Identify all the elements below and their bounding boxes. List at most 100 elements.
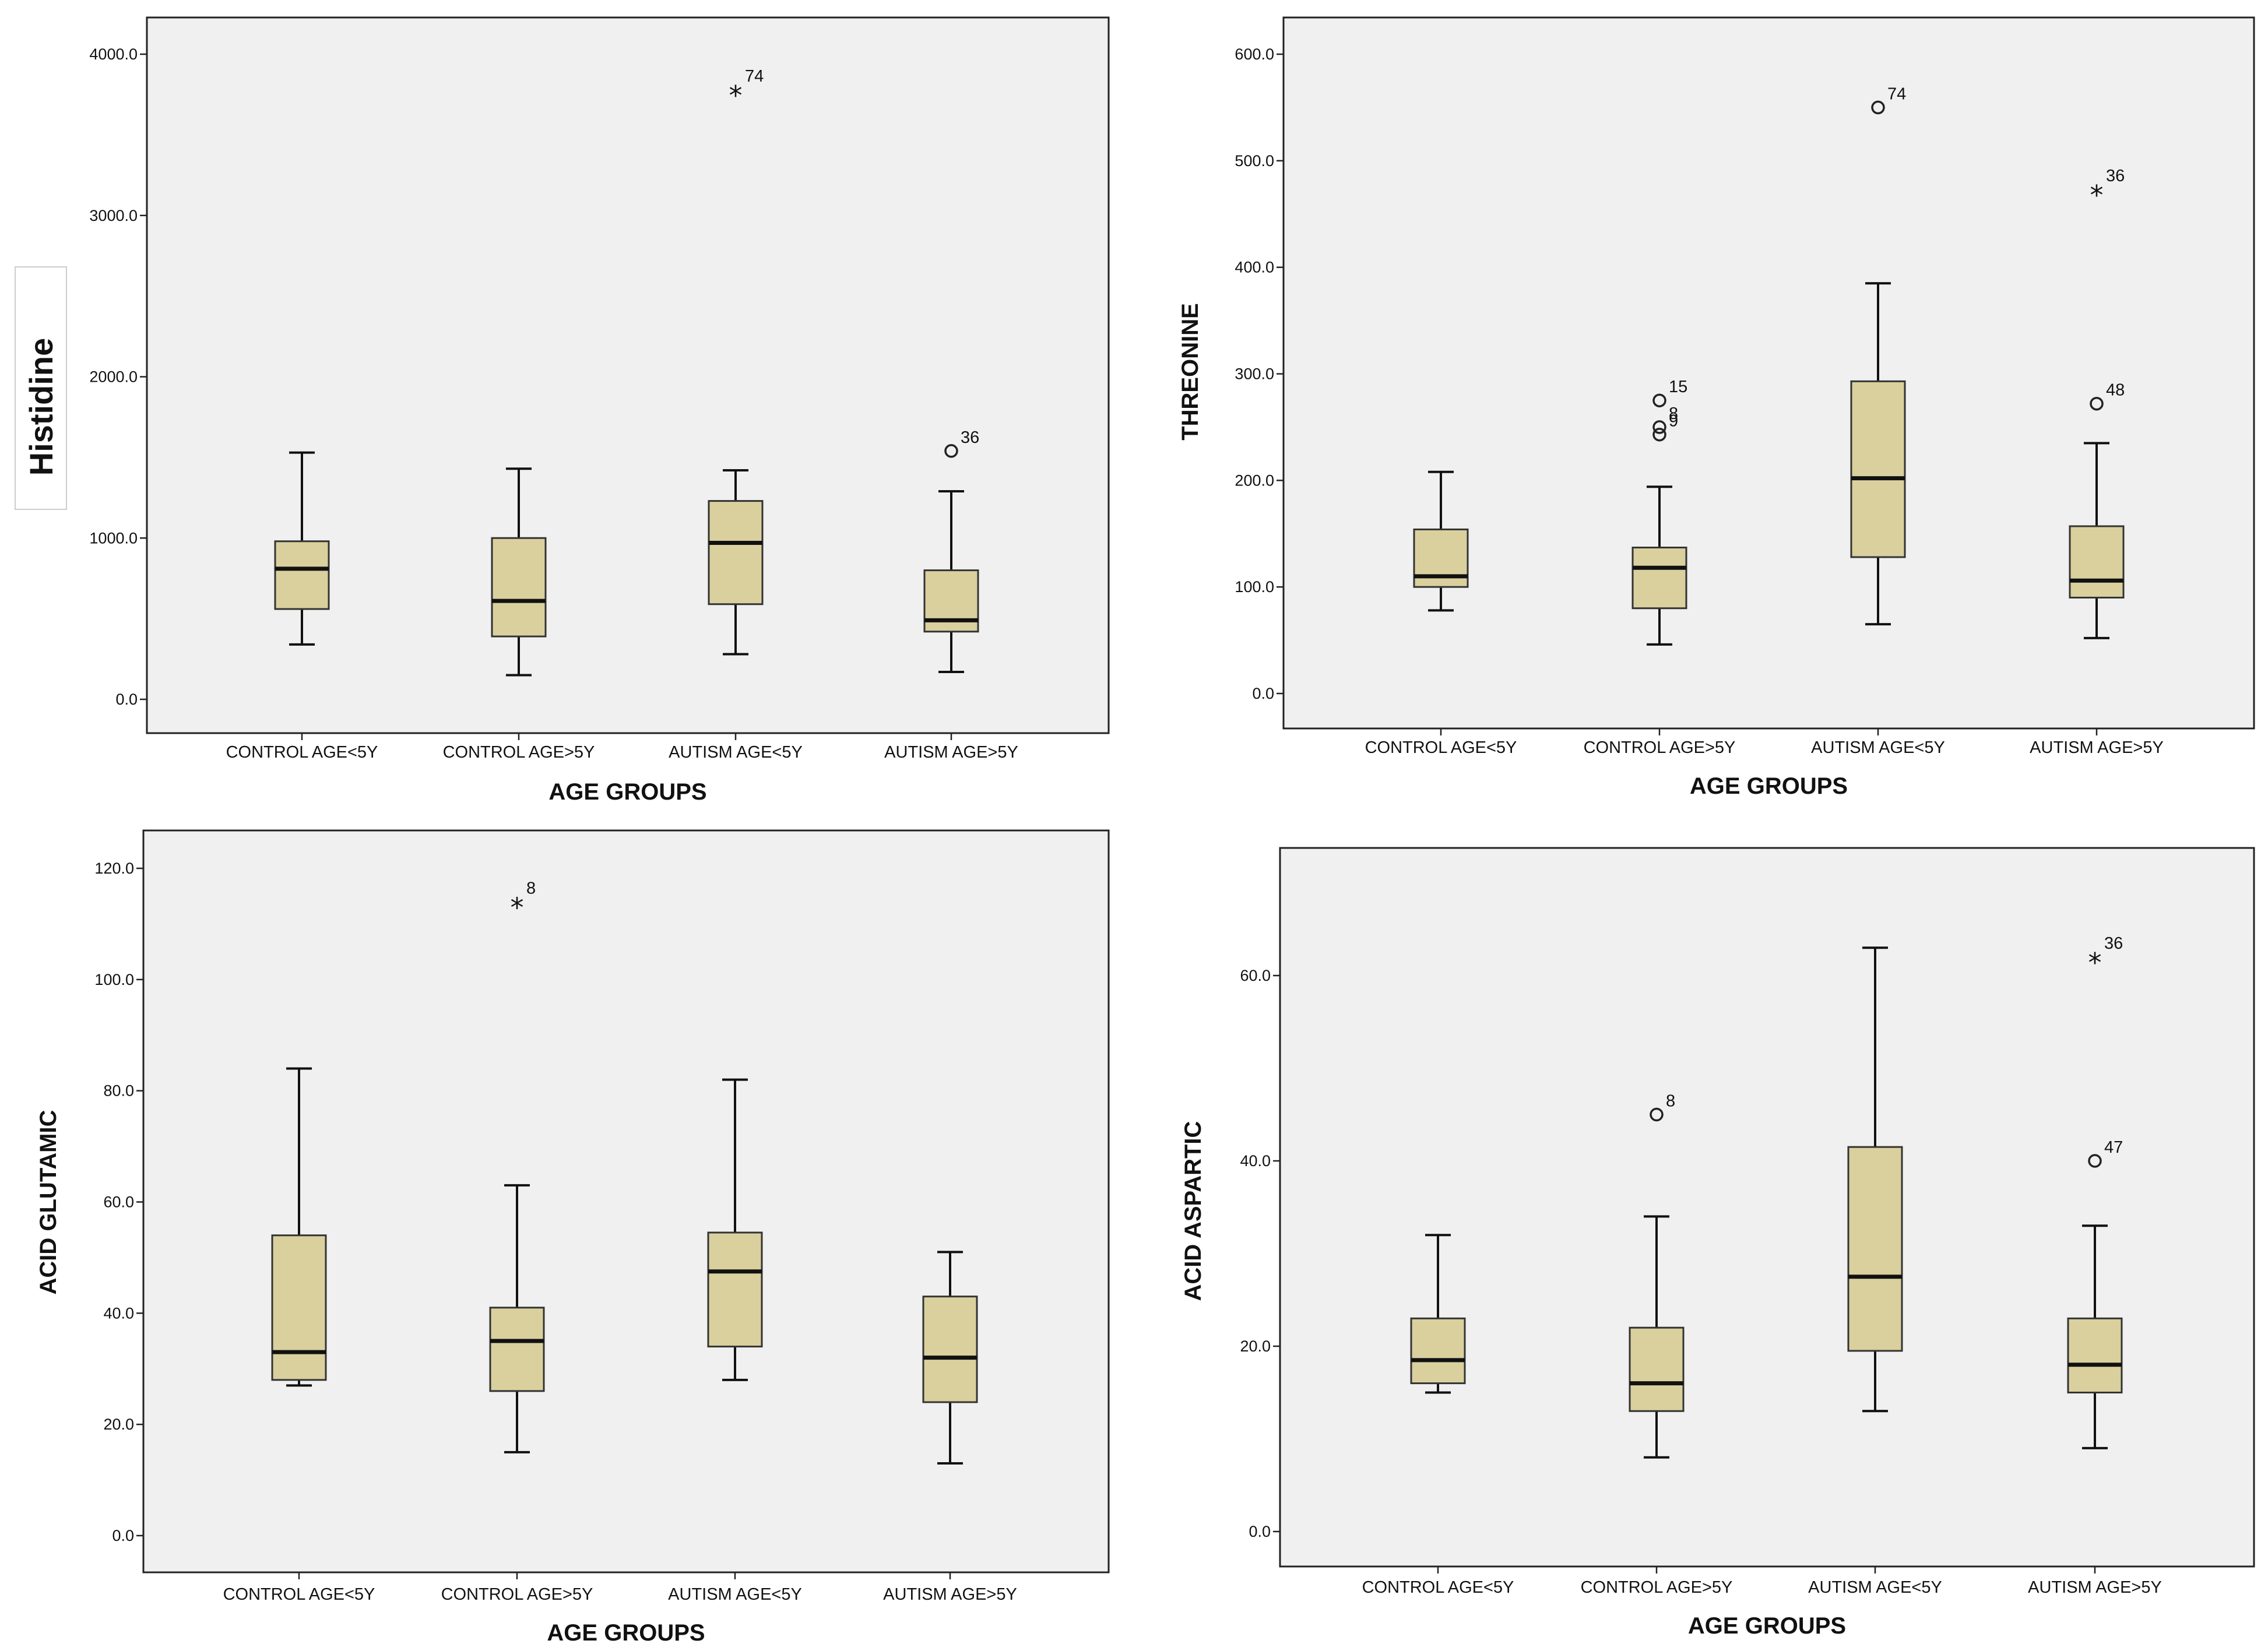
box-group (491, 467, 547, 677)
plot-area (1279, 847, 2255, 1568)
outlier-circle (1652, 393, 1666, 407)
x-axis-title: AGE GROUPS (548, 779, 706, 805)
box-group (271, 1067, 327, 1387)
x-category-label: CONTROL AGE<5Y (223, 1585, 375, 1604)
box-group (1410, 1234, 1466, 1394)
outlier-circle (1652, 420, 1666, 434)
iqr-box (271, 1234, 327, 1381)
x-category-label: CONTROL AGE<5Y (226, 743, 378, 762)
y-tick-label: 4000.0 (89, 45, 138, 63)
y-tick-label: 500.0 (1235, 152, 1274, 170)
chart-panel-2: 0.0 100.0 200.0 300.0 400.0 500.0 600.0 CONTROL… (1177, 16, 2255, 799)
y-tick-label: 0.0 (1249, 1523, 1271, 1540)
x-category-label: AUTISM AGE>5Y (2028, 1578, 2162, 1597)
iqr-box (2067, 1317, 2123, 1394)
x-category-label: AUTISM AGE<5Y (1808, 1578, 1942, 1597)
y-axis-title: Histidine (23, 338, 59, 476)
y-tick-label: 80.0 (103, 1082, 134, 1100)
y-tick-label: 100.0 (1235, 578, 1274, 596)
outlier-circle (1871, 100, 1885, 115)
chart-panel-1: 0.0 1000.0 2000.0 3000.0 4000.0 CONTROL AGE<5… (15, 16, 1110, 805)
y-tick-label: 200.0 (1235, 471, 1274, 489)
box-group (1847, 946, 1903, 1413)
y-tick-label: 40.0 (103, 1304, 134, 1322)
y-axis-title-box (15, 266, 67, 510)
outlier-label: 9 (1669, 412, 1678, 431)
iqr-box (707, 1231, 763, 1348)
box-group (274, 451, 330, 646)
x-axis-title: AGE GROUPS (547, 1620, 705, 1646)
y-tick-label: 0.0 (112, 1527, 134, 1544)
outlier-label: 8 (1666, 1092, 1675, 1111)
outlier-label: 74 (1887, 85, 1906, 103)
extreme-outlier-star: * (2088, 947, 2102, 978)
iqr-box (489, 1307, 545, 1392)
y-axis-title: ACID ASPARTIC (1180, 1121, 1206, 1301)
x-category-label: CONTROL AGE>5Y (443, 743, 595, 762)
outlier-label: 74 (745, 67, 764, 86)
iqr-box (1847, 1146, 1903, 1352)
iqr-box (923, 569, 979, 633)
x-category-label: CONTROL AGE>5Y (441, 1585, 593, 1604)
outlier-circle (944, 444, 958, 458)
y-tick-label: 0.0 (115, 691, 138, 708)
outlier-label: 48 (2106, 381, 2125, 400)
box-group (1629, 1215, 1685, 1459)
y-tick-label: 40.0 (1240, 1152, 1271, 1170)
x-category-label: AUTISM AGE>5Y (883, 1585, 1017, 1604)
y-tick-label: 120.0 (94, 860, 134, 877)
x-category-label: AUTISM AGE<5Y (668, 1585, 802, 1604)
x-category-label: CONTROL AGE>5Y (1584, 738, 1736, 757)
y-tick-label: 300.0 (1235, 365, 1274, 383)
extreme-outlier-star: * (729, 80, 743, 111)
box-group (1850, 282, 1906, 626)
box-group (1631, 485, 1687, 646)
iqr-box (1631, 547, 1687, 610)
y-tick-label: 400.0 (1235, 259, 1274, 276)
outlier-label: 8 (1669, 404, 1678, 423)
y-tick-label: 60.0 (103, 1194, 134, 1211)
y-tick-label: 1000.0 (89, 529, 138, 547)
x-category-label: CONTROL AGE<5Y (1362, 1578, 1514, 1597)
chart-panel-4: 0.0 20.0 40.0 60.0 CONTROL AGE<5Y CONTROL AGE… (1180, 847, 2255, 1639)
outlier-circle (1652, 427, 1666, 442)
outlier-circle (2088, 1154, 2102, 1168)
iqr-box (1850, 380, 1906, 558)
box-group (708, 469, 764, 656)
plot-area (142, 829, 1110, 1573)
y-tick-label: 20.0 (1240, 1337, 1271, 1355)
x-category-label: CONTROL AGE>5Y (1581, 1578, 1733, 1597)
y-tick-label: 0.0 (1252, 685, 1274, 702)
y-tick-label: 3000.0 (89, 207, 138, 224)
iqr-box (2069, 525, 2125, 599)
box-group (923, 490, 979, 673)
y-axis-title: ACID GLUTAMIC (36, 1110, 61, 1295)
box-group (707, 1078, 763, 1381)
box-group (2067, 1224, 2123, 1449)
outlier-label: 36 (961, 428, 979, 447)
plot-area (1282, 16, 2255, 730)
x-category-label: AUTISM AGE<5Y (1811, 738, 1945, 757)
x-axis-title: AGE GROUPS (1688, 1613, 1846, 1639)
box-group (2069, 442, 2125, 639)
outlier-label: 36 (2104, 934, 2123, 953)
y-tick-label: 20.0 (103, 1416, 134, 1433)
iqr-box (1410, 1317, 1466, 1385)
x-category-label: CONTROL AGE<5Y (1365, 738, 1517, 757)
chart-panel-3: 0.0 20.0 40.0 60.0 80.0 100.0 120.0 CONTROL AGE… (36, 829, 1110, 1646)
y-tick-label: 60.0 (1240, 967, 1271, 984)
y-tick-label: 2000.0 (89, 368, 138, 386)
outlier-circle (2090, 396, 2104, 411)
extreme-outlier-star: * (2090, 179, 2104, 211)
y-axis-title: THREONINE (1177, 303, 1203, 441)
iqr-box (1629, 1326, 1685, 1412)
extreme-outlier-star: * (511, 892, 524, 923)
iqr-box (274, 540, 330, 610)
box-group (1413, 470, 1469, 612)
x-category-label: AUTISM AGE<5Y (669, 743, 803, 762)
box-group (489, 1184, 545, 1453)
outlier-label: 36 (2106, 167, 2125, 185)
x-axis-title: AGE GROUPS (1690, 773, 1848, 799)
outlier-label: 47 (2104, 1138, 2123, 1157)
